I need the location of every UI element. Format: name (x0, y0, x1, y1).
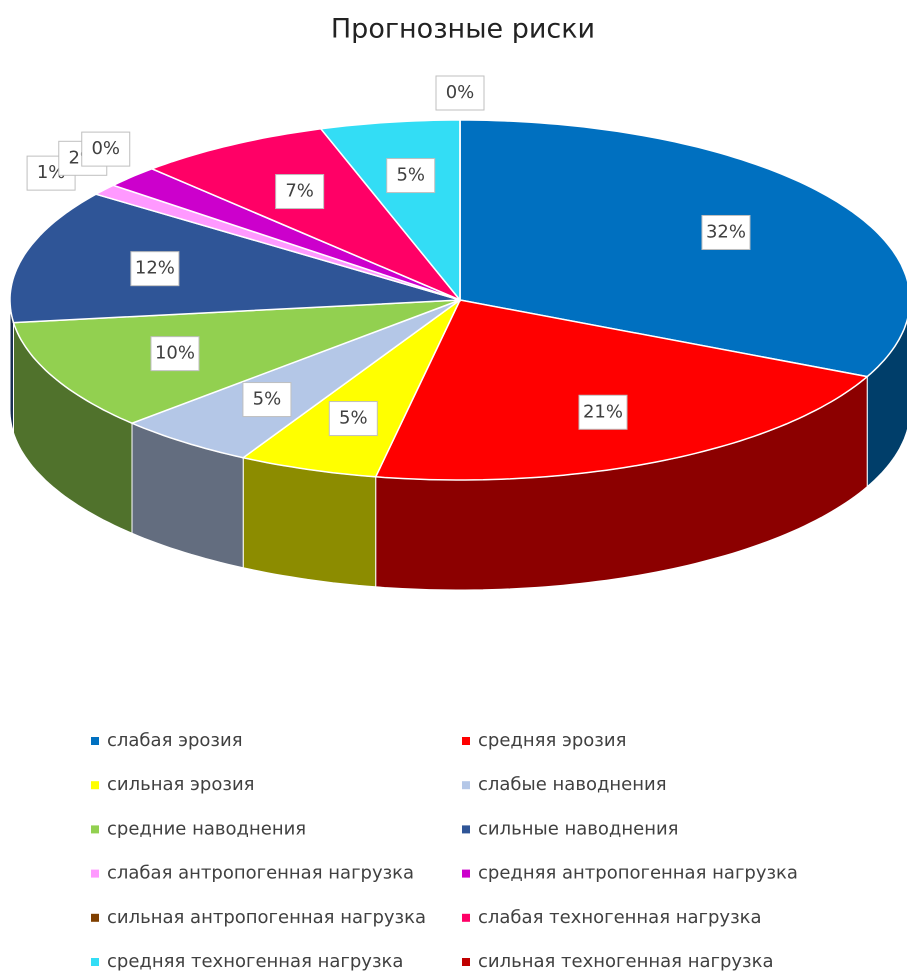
data-label: 0% (446, 82, 475, 103)
legend-marker (462, 958, 470, 966)
data-label: 32% (706, 221, 746, 242)
data-label-box (328, 401, 378, 437)
data-label: 1% (37, 162, 66, 183)
data-label: 21% (583, 401, 623, 422)
legend-label: слабые наводнения (478, 774, 667, 795)
legend-label: средняя эрозия (478, 730, 626, 751)
data-label: 0% (91, 138, 120, 159)
data-label-box (435, 75, 485, 111)
data-label: 5% (339, 408, 368, 429)
legend-label: средняя антропогенная нагрузка (478, 863, 798, 884)
slice (149, 127, 461, 301)
slice (12, 299, 461, 425)
legend-marker (91, 737, 99, 745)
slice (111, 167, 461, 301)
data-label-box (130, 251, 180, 287)
data-label-box (275, 174, 325, 210)
slice-side (242, 457, 377, 588)
legend-label: слабая техногенная нагрузка (478, 907, 762, 928)
data-label-box (81, 131, 131, 167)
data-label: 5% (396, 165, 425, 186)
data-label-box (150, 336, 200, 372)
legend-label: средние наводнения (107, 818, 306, 839)
data-label: 5% (253, 389, 282, 410)
data-label-box (701, 214, 751, 250)
legend-marker (462, 781, 470, 790)
data-label-box (242, 382, 292, 418)
legend-marker (462, 737, 470, 745)
legend-label: слабая антропогенная нагрузка (107, 863, 414, 884)
legend-marker (91, 913, 99, 922)
legend-marker (91, 869, 99, 878)
data-label: 10% (155, 343, 195, 364)
data-label: 7% (285, 181, 314, 202)
chart-title: Прогнозные риски (331, 14, 595, 45)
legend-label: слабая эрозия (107, 730, 243, 751)
legend-marker (462, 869, 470, 878)
legend-marker (91, 781, 99, 790)
data-label: 12% (135, 258, 175, 279)
legend-marker (91, 825, 99, 834)
legend-marker (462, 825, 470, 834)
legend-label: сильная эрозия (107, 774, 254, 795)
slice (9, 193, 461, 324)
data-label-box (578, 394, 628, 430)
legend-marker (462, 913, 470, 922)
data-label-box (386, 158, 436, 194)
slice (129, 299, 461, 459)
slice (374, 299, 869, 481)
legend-label: сильная антропогенная нагрузка (107, 907, 426, 928)
legend-marker (91, 958, 99, 966)
slice (241, 299, 461, 478)
legend-label: сильная техногенная нагрузка (478, 951, 774, 972)
legend-label: сильные наводнения (478, 818, 679, 839)
legend-label: средняя техногенная нагрузка (107, 951, 403, 972)
